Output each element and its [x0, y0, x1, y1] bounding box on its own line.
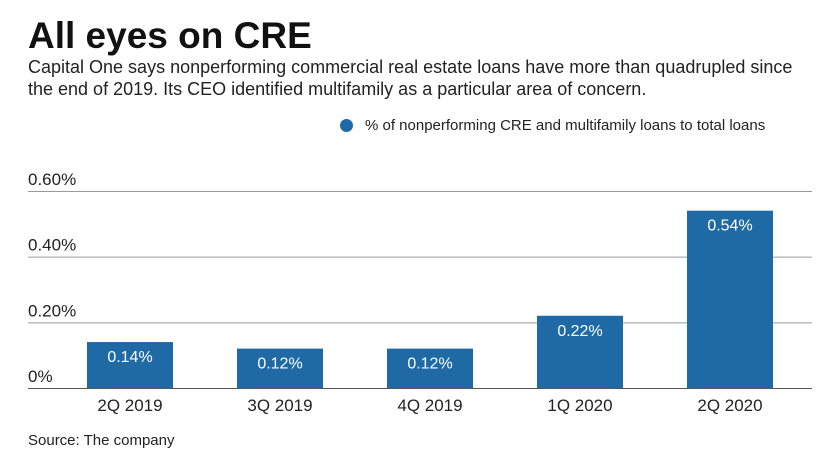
x-tick-label: 2Q 2020	[697, 396, 762, 415]
data-label: 0.12%	[257, 356, 302, 373]
x-tick-label: 3Q 2019	[247, 396, 312, 415]
chart-title: All eyes on CRE	[28, 15, 312, 56]
y-tick-label: 0.40%	[28, 236, 76, 255]
source-note: Source: The company	[28, 432, 175, 449]
data-label: 0.22%	[557, 323, 602, 340]
data-label: 0.14%	[107, 349, 152, 366]
y-tick-label: 0.20%	[28, 301, 76, 320]
bar	[87, 342, 173, 388]
x-tick-label: 4Q 2019	[397, 396, 462, 415]
bar	[387, 348, 473, 388]
bar	[537, 315, 623, 388]
legend-marker	[340, 119, 353, 132]
x-tick-label: 1Q 2020	[547, 396, 612, 415]
y-tick-label: 0%	[28, 367, 53, 386]
legend: % of nonperforming CRE and multifamily l…	[340, 117, 765, 134]
chart-subtitle: Capital One says nonperforming commercia…	[28, 57, 793, 99]
data-label: 0.54%	[707, 218, 752, 235]
x-tick-label: 2Q 2019	[97, 396, 162, 415]
y-tick-label: 0.60%	[28, 170, 76, 189]
bar	[237, 348, 323, 388]
legend-label: % of nonperforming CRE and multifamily l…	[365, 117, 766, 134]
data-label: 0.12%	[407, 356, 452, 373]
bar	[687, 210, 773, 388]
